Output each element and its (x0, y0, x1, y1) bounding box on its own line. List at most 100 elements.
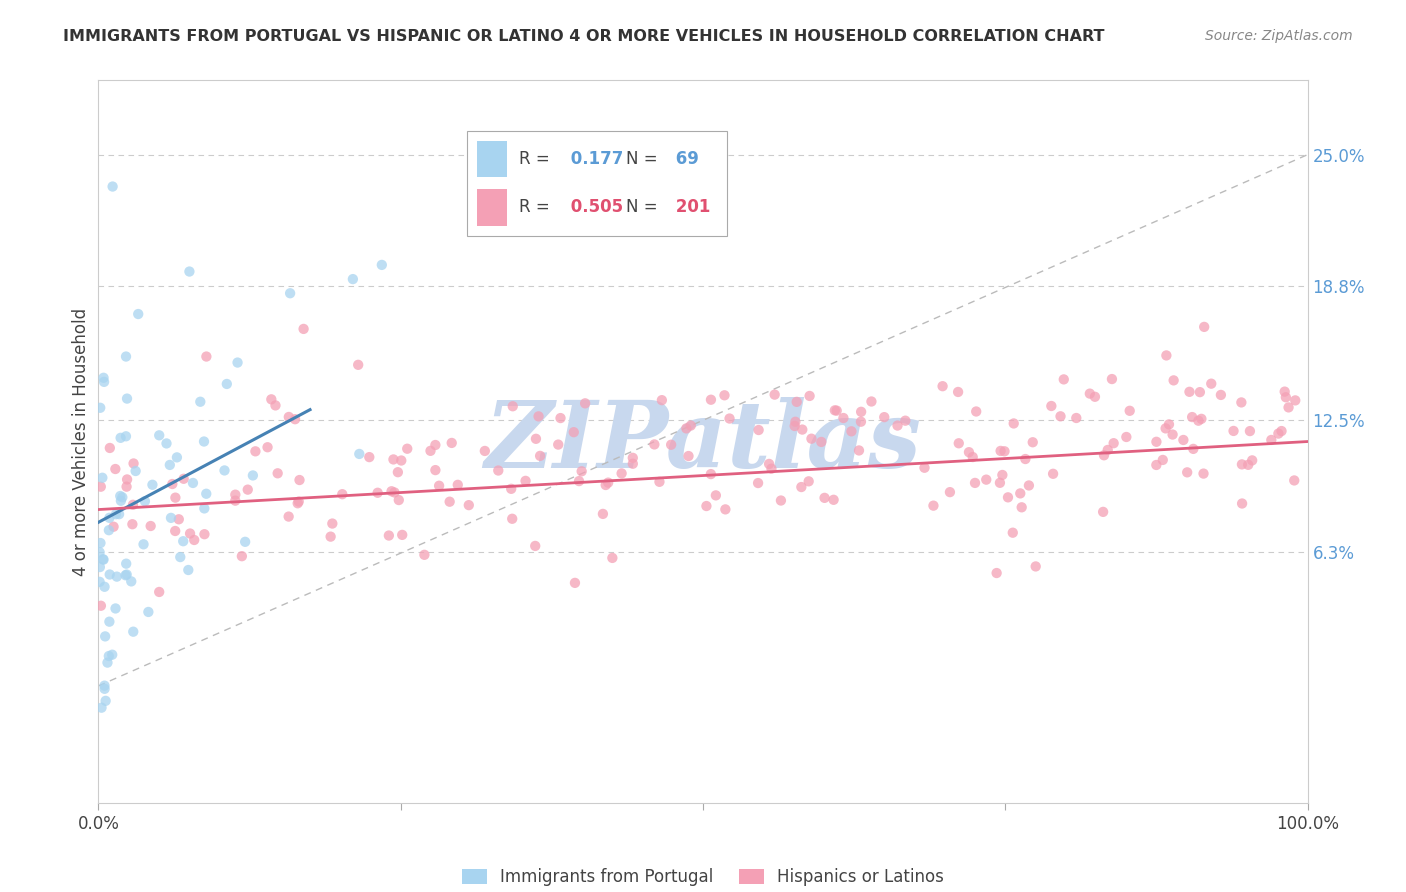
Point (114, 568, 136, 582)
Point (115, 350, 138, 364)
Point (1182, 442, 1205, 456)
Point (98, 567, 121, 582)
Point (93, 375, 115, 389)
Point (643, 437, 665, 451)
Point (1101, 372, 1123, 386)
Text: 201: 201 (671, 198, 710, 217)
Point (1274, 384, 1296, 399)
Point (439, 494, 461, 508)
Point (1267, 426, 1289, 441)
Point (104, 507, 127, 521)
Point (1239, 424, 1261, 438)
Point (1092, 505, 1115, 519)
Point (378, 528, 401, 542)
Point (568, 474, 591, 488)
Point (963, 475, 986, 490)
Point (501, 512, 523, 526)
Point (564, 575, 586, 590)
Bar (467, 131, 727, 235)
Point (91, 552, 114, 566)
Bar (477, 189, 508, 226)
Point (242, 468, 264, 483)
Point (550, 411, 572, 425)
Point (990, 444, 1012, 458)
Point (425, 463, 447, 477)
Point (413, 548, 436, 562)
Point (832, 411, 855, 425)
Point (93, 371, 115, 385)
Point (98, 615, 121, 629)
Point (986, 566, 1008, 580)
Point (104, 462, 127, 476)
Point (1230, 395, 1253, 409)
Point (183, 533, 205, 547)
Point (122, 457, 145, 471)
Point (1097, 442, 1119, 457)
Point (1078, 386, 1101, 401)
Point (957, 445, 980, 459)
Point (1066, 411, 1088, 425)
Point (188, 394, 211, 409)
Point (96, 656, 118, 670)
Point (127, 307, 149, 321)
Point (501, 482, 523, 496)
Point (1001, 525, 1024, 540)
Point (562, 425, 585, 440)
Point (278, 286, 301, 301)
Point (111, 490, 134, 504)
Point (1144, 434, 1167, 449)
Point (810, 434, 832, 449)
Point (769, 493, 792, 508)
Point (718, 411, 741, 425)
Point (89, 401, 111, 415)
Point (169, 550, 191, 565)
Point (256, 440, 278, 454)
Point (90, 480, 112, 494)
Point (89, 545, 111, 559)
Point (797, 475, 820, 489)
Point (1011, 500, 1033, 515)
Point (962, 450, 984, 464)
Point (1188, 385, 1211, 400)
Point (347, 358, 370, 372)
Point (1025, 559, 1047, 574)
Point (193, 501, 215, 516)
Point (359, 450, 381, 464)
Point (1102, 436, 1125, 450)
Point (287, 496, 309, 510)
Point (786, 395, 808, 409)
Point (785, 415, 807, 429)
Point (277, 509, 299, 524)
Point (384, 485, 406, 500)
Point (103, 519, 125, 533)
Point (90, 599, 112, 613)
Point (138, 605, 160, 619)
Point (173, 472, 195, 486)
Point (277, 409, 299, 424)
Legend: Immigrants from Portugal, Hispanics or Latinos: Immigrants from Portugal, Hispanics or L… (456, 862, 950, 892)
Point (115, 567, 138, 582)
Point (679, 418, 702, 433)
Point (1163, 373, 1185, 387)
Point (1040, 399, 1063, 413)
Point (162, 477, 184, 491)
Point (1161, 427, 1184, 442)
Point (849, 415, 872, 429)
Point (1192, 467, 1215, 481)
Point (1154, 421, 1177, 435)
Point (659, 438, 682, 452)
Point (110, 489, 132, 503)
Point (115, 557, 138, 571)
Point (367, 485, 389, 500)
Point (101, 648, 124, 662)
Point (515, 474, 537, 488)
Point (1049, 409, 1071, 424)
Point (841, 425, 863, 439)
Point (1187, 414, 1209, 428)
Point (93, 679, 115, 693)
Point (648, 475, 671, 489)
Point (391, 528, 413, 542)
Point (1230, 458, 1253, 472)
Point (98, 511, 121, 525)
Point (700, 392, 723, 407)
